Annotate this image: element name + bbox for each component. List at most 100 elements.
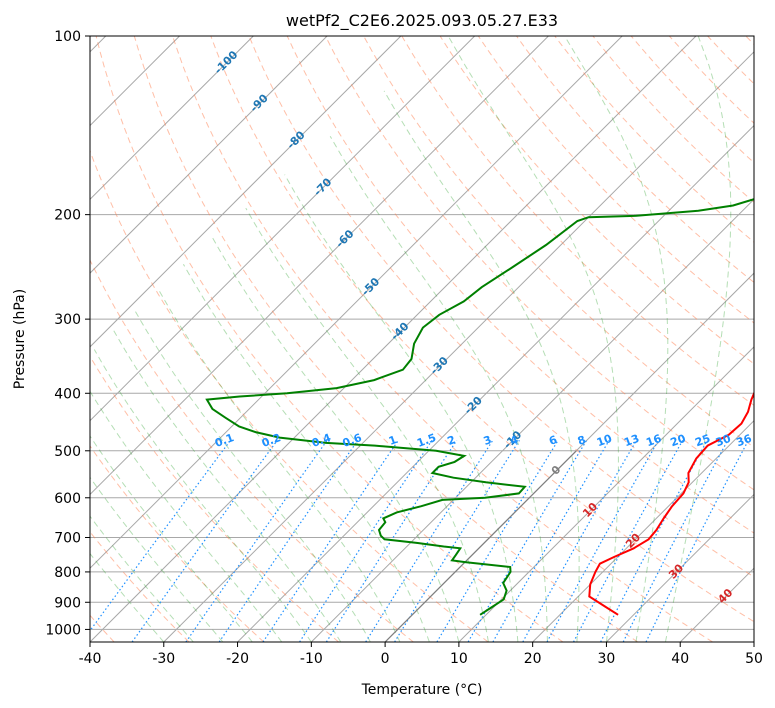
moist-adiabat: [134, 310, 371, 642]
mixing-ratio-line: [622, 440, 729, 642]
mixing-ratio-line: [436, 439, 559, 642]
isotherm-line: [90, 36, 328, 274]
dry-adiabat: [95, 36, 564, 642]
mixing-ratio-label: 10: [595, 432, 614, 450]
mixing-ratio-label: 6: [547, 433, 559, 448]
mixing-ratio-line: [131, 439, 278, 642]
y-tick-label: 100: [54, 29, 81, 45]
isotherm-line: [90, 36, 402, 348]
dry-adiabat: [248, 36, 754, 578]
x-tick-label: -30: [152, 651, 175, 667]
isotherm-line: [90, 36, 697, 642]
mixing-ratio-line: [467, 439, 588, 642]
dry-adiabat: [707, 36, 754, 85]
dry-adiabat: [90, 149, 489, 642]
moist-adiabat: [90, 515, 194, 642]
mixing-ratio-label: 20: [669, 432, 688, 450]
dry-adiabat: [401, 36, 754, 406]
dry-adiabat: [324, 36, 754, 491]
dewpoint-line: [205, 198, 754, 616]
isotherm-line: [163, 51, 754, 642]
dry-adiabat: [554, 36, 754, 243]
x-tick-label: -10: [300, 651, 323, 667]
mixing-ratio-line: [394, 439, 520, 642]
y-tick-label: 600: [54, 491, 81, 507]
moist-adiabat: [90, 435, 253, 642]
mixing-ratio-label: 0.6: [341, 431, 364, 450]
mixing-ratio-label: 3: [482, 433, 494, 448]
moist-adiabat: [157, 288, 401, 642]
x-tick-label: 10: [450, 651, 468, 667]
x-tick-label: 50: [745, 651, 763, 667]
moist-adiabat: [383, 90, 580, 642]
y-tick-label: 400: [54, 386, 81, 402]
moist-adiabat: [90, 476, 224, 642]
mixing-ratio-label: 1.5: [415, 431, 438, 450]
mixing-ratio-label: 1: [387, 433, 399, 448]
isotherm-line: [753, 641, 754, 642]
mixing-ratio-line: [645, 440, 749, 642]
x-axis-label: Temperature (°C): [361, 682, 483, 698]
dry-adiabat: [90, 258, 414, 642]
moist-adiabat: [90, 552, 165, 642]
y-tick-label: 700: [54, 531, 81, 547]
isotherm-label: 30: [666, 561, 686, 581]
moist-adiabat: [245, 207, 489, 642]
mixing-ratio-line: [522, 439, 638, 642]
x-tick-label: 30: [598, 651, 616, 667]
mixing-ratio-label: 0.2: [260, 431, 283, 450]
dry-adiabat: [90, 355, 339, 642]
x-tick-label: 40: [671, 651, 689, 667]
temperature-line: [588, 391, 754, 616]
moist-adiabat: [329, 135, 548, 642]
isotherm-line: [606, 493, 754, 642]
mixing-ratio-line: [262, 439, 399, 642]
dry-adiabat: [210, 36, 754, 623]
moist-adiabat: [284, 174, 519, 642]
y-tick-label: 1000: [45, 622, 81, 638]
mixing-ratio-label: 36: [735, 432, 754, 450]
mixing-ratio-label: 4: [508, 433, 520, 448]
mixing-ratio-label: 30: [714, 432, 733, 450]
y-tick-label: 900: [54, 595, 81, 611]
moist-adiabat: [447, 36, 619, 642]
mixing-ratio-label: 13: [622, 432, 641, 449]
dry-adiabat: [516, 36, 754, 284]
mixing-ratio-label: 8: [576, 433, 588, 448]
dry-adiabat: [90, 445, 265, 642]
moist-adiabat: [93, 349, 312, 642]
mixing-ratio-label: 0.4: [310, 431, 333, 450]
mixing-ratio-line: [600, 440, 708, 642]
mixing-ratio-label: 25: [693, 432, 712, 449]
isotherm-line: [90, 36, 476, 422]
y-tick-label: 500: [54, 444, 81, 460]
dry-adiabat: [90, 531, 190, 642]
dry-adiabat: [630, 36, 754, 164]
isotherm-line: [90, 36, 623, 569]
x-tick-label: 20: [524, 651, 542, 667]
moist-adiabat: [212, 237, 460, 642]
isotherm-line: [532, 419, 754, 642]
moist-adiabat: [90, 390, 283, 642]
dry-adiabat: [363, 36, 754, 448]
plot-frame: [89, 35, 755, 643]
y-axis-label: Pressure (hPa): [12, 289, 28, 389]
x-tick-label: -40: [79, 651, 102, 667]
moist-adiabat: [665, 36, 732, 642]
mixing-ratio-label: 0.1: [213, 431, 236, 450]
x-tick-label: 0: [381, 651, 390, 667]
isotherm-line: [90, 36, 254, 201]
x-tick-label: -20: [226, 651, 249, 667]
isotherm-line: [310, 198, 754, 642]
isotherm-line: [237, 124, 754, 642]
mixing-ratio-line: [325, 439, 458, 642]
moist-adiabat: [564, 36, 669, 642]
y-tick-label: 800: [54, 565, 81, 581]
zero-isotherm: [384, 450, 577, 642]
mixing-ratio-line: [299, 439, 433, 642]
mixing-ratio-line: [185, 439, 328, 642]
dry-adiabat: [668, 36, 754, 124]
isotherm-line: [458, 346, 754, 642]
